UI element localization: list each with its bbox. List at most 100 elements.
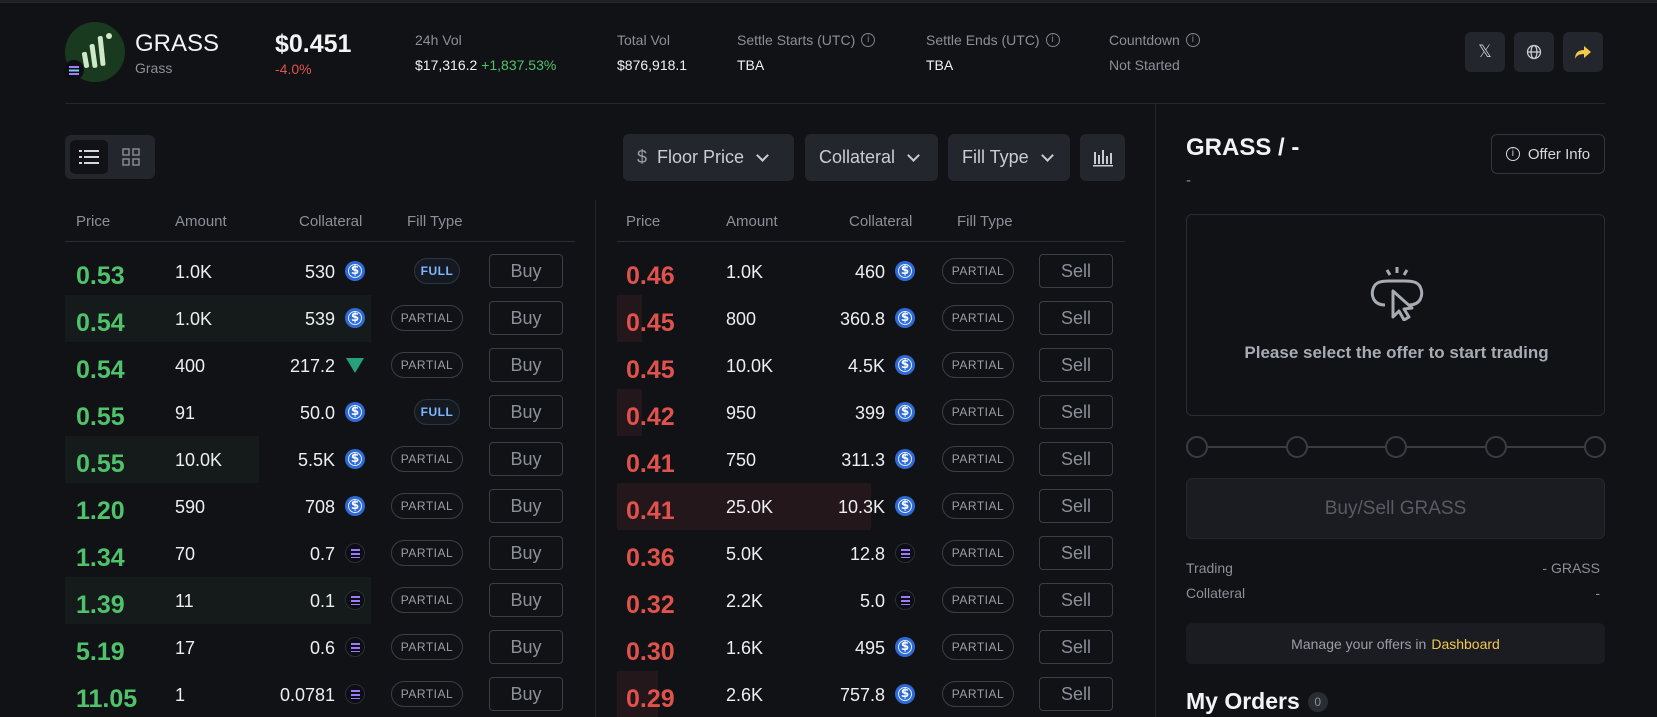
amount-slider[interactable] bbox=[1186, 436, 1606, 458]
sell-order-row[interactable]: 0.41 25.0K 10.3K PARTIAL Sell bbox=[617, 483, 1125, 530]
buy-button[interactable]: Buy bbox=[489, 301, 563, 335]
sell-order-row[interactable]: 0.45 10.0K 4.5K PARTIAL Sell bbox=[617, 342, 1125, 389]
sell-button[interactable]: Sell bbox=[1039, 583, 1113, 617]
empty-offer-box: Please select the offer to start trading bbox=[1186, 214, 1605, 416]
info-icon[interactable]: i bbox=[861, 33, 876, 47]
fill-type-badge: FULL bbox=[414, 399, 460, 425]
dashboard-link[interactable]: Dashboard bbox=[1431, 635, 1500, 652]
buy-order-row[interactable]: 0.55 10.0K 5.5K PARTIAL Buy bbox=[65, 436, 575, 483]
order-price: 1.20 bbox=[76, 497, 125, 525]
depth-chart-button[interactable] bbox=[1080, 134, 1125, 181]
buy-button[interactable]: Buy bbox=[489, 583, 563, 617]
fill-type-filter[interactable]: Fill Type bbox=[948, 134, 1070, 181]
info-icon[interactable]: i bbox=[1185, 33, 1200, 47]
buy-order-row[interactable]: 1.20 590 708 PARTIAL Buy bbox=[65, 483, 575, 530]
offer-info-button[interactable]: i Offer Info bbox=[1491, 134, 1605, 174]
sell-button[interactable]: Sell bbox=[1039, 395, 1113, 429]
buy-button[interactable]: Buy bbox=[489, 536, 563, 570]
stat-value: TBA bbox=[926, 57, 954, 73]
stat-value: $876,918.1 bbox=[617, 57, 688, 73]
order-collateral: 0.7 bbox=[309, 544, 335, 564]
buy-order-row[interactable]: 1.34 70 0.7 PARTIAL Buy bbox=[65, 530, 575, 577]
trading-pair: GRASS / - bbox=[1186, 134, 1300, 161]
sell-button[interactable]: Sell bbox=[1039, 630, 1113, 664]
buy-button[interactable]: Buy bbox=[489, 395, 563, 429]
sell-order-row[interactable]: 0.45 800 360.8 PARTIAL Sell bbox=[617, 295, 1125, 342]
collateral-filter[interactable]: Collateral bbox=[805, 134, 938, 181]
stat-value: Not Started bbox=[1109, 57, 1180, 73]
order-collateral: 4.5K bbox=[847, 356, 885, 376]
list-view-button[interactable] bbox=[70, 140, 108, 174]
order-price: 0.29 bbox=[626, 685, 675, 713]
buy-order-row[interactable]: 1.39 11 0.1 PARTIAL Buy bbox=[65, 577, 575, 624]
order-price: 0.53 bbox=[76, 262, 125, 290]
buy-order-row[interactable]: 11.05 1 0.0781 PARTIAL Buy bbox=[65, 671, 575, 717]
sell-order-row[interactable]: 0.36 5.0K 12.8 PARTIAL Sell bbox=[617, 530, 1125, 577]
grid-view-button[interactable] bbox=[112, 140, 150, 174]
sell-button[interactable]: Sell bbox=[1039, 254, 1113, 288]
fill-type-badge: PARTIAL bbox=[391, 305, 463, 331]
slider-step[interactable] bbox=[1485, 436, 1507, 458]
sell-button[interactable]: Sell bbox=[1039, 348, 1113, 382]
stat-total-vol: Total Vol $876,918.1 bbox=[617, 32, 687, 73]
stat-label: Settle Starts (UTC) bbox=[737, 32, 856, 48]
sell-button[interactable]: Sell bbox=[1039, 489, 1113, 523]
slider-step[interactable] bbox=[1286, 436, 1308, 458]
website-button[interactable] bbox=[1514, 32, 1554, 72]
buy-order-row[interactable]: 0.54 400 217.2 PARTIAL Buy bbox=[65, 342, 575, 389]
buy-order-row[interactable]: 0.54 1.0K 539 PARTIAL Buy bbox=[65, 295, 575, 342]
stat-label: Settle Ends (UTC) bbox=[926, 32, 1040, 48]
fill-type-badge: FULL bbox=[414, 258, 460, 284]
order-price: 11.05 bbox=[76, 685, 138, 713]
col-price: Price bbox=[626, 213, 661, 230]
sell-order-row[interactable]: 0.29 2.6K 757.8 PARTIAL Sell bbox=[617, 671, 1125, 717]
sell-button[interactable]: Sell bbox=[1039, 536, 1113, 570]
order-amount: 91 bbox=[175, 403, 196, 423]
order-collateral: 5.5K bbox=[297, 450, 335, 470]
slider-step[interactable] bbox=[1385, 436, 1407, 458]
sell-button[interactable]: Sell bbox=[1039, 442, 1113, 476]
sell-order-row[interactable]: 0.42 950 399 PARTIAL Sell bbox=[617, 389, 1125, 436]
slider-step[interactable] bbox=[1186, 436, 1208, 458]
globe-icon bbox=[1526, 44, 1542, 60]
share-button[interactable] bbox=[1563, 32, 1603, 72]
fill-type-badge: PARTIAL bbox=[391, 493, 463, 519]
fill-type-badge: PARTIAL bbox=[391, 352, 463, 378]
buy-order-row[interactable]: 0.55 91 50.0 FULL Buy bbox=[65, 389, 575, 436]
sell-order-row[interactable]: 0.32 2.2K 5.0 PARTIAL Sell bbox=[617, 577, 1125, 624]
order-collateral: 217.2 bbox=[289, 356, 335, 376]
sell-button[interactable]: Sell bbox=[1039, 677, 1113, 711]
sell-order-row[interactable]: 0.46 1.0K 460 PARTIAL Sell bbox=[617, 248, 1125, 295]
x-social-button[interactable]: 𝕏 bbox=[1465, 32, 1505, 72]
buy-button[interactable]: Buy bbox=[489, 442, 563, 476]
fill-type-badge: PARTIAL bbox=[942, 399, 1014, 425]
order-amount: 25.0K bbox=[726, 497, 774, 517]
fill-type-badge: PARTIAL bbox=[391, 540, 463, 566]
order-price: 1.39 bbox=[76, 591, 125, 619]
buy-button[interactable]: Buy bbox=[489, 254, 563, 288]
order-price: 0.45 bbox=[626, 309, 675, 337]
sell-order-row[interactable]: 0.41 750 311.3 PARTIAL Sell bbox=[617, 436, 1125, 483]
order-collateral: 530 bbox=[304, 262, 335, 282]
stat-label: 24h Vol bbox=[415, 32, 462, 48]
buy-button[interactable]: Buy bbox=[489, 489, 563, 523]
buy-order-row[interactable]: 0.53 1.0K 530 FULL Buy bbox=[65, 248, 575, 295]
order-amount: 950 bbox=[726, 403, 757, 423]
buy-button[interactable]: Buy bbox=[489, 677, 563, 711]
buy-button[interactable]: Buy bbox=[489, 348, 563, 382]
order-amount: 800 bbox=[726, 309, 757, 329]
floor-price-filter[interactable]: $ Floor Price bbox=[623, 134, 794, 181]
collateral-value: - bbox=[1595, 585, 1600, 601]
manage-text: Manage your offers in bbox=[1291, 635, 1427, 652]
buy-button[interactable]: Buy bbox=[489, 630, 563, 664]
order-price: 5.19 bbox=[76, 638, 125, 666]
buy-sell-button[interactable]: Buy/Sell GRASS bbox=[1186, 478, 1605, 539]
sell-order-row[interactable]: 0.30 1.6K 495 PARTIAL Sell bbox=[617, 624, 1125, 671]
order-amount: 1 bbox=[175, 685, 186, 705]
buy-order-row[interactable]: 5.19 17 0.6 PARTIAL Buy bbox=[65, 624, 575, 671]
order-collateral: 360.8 bbox=[839, 309, 885, 329]
info-icon[interactable]: i bbox=[1045, 33, 1060, 47]
slider-step[interactable] bbox=[1584, 436, 1606, 458]
sell-button[interactable]: Sell bbox=[1039, 301, 1113, 335]
chart-icon bbox=[1092, 149, 1113, 166]
